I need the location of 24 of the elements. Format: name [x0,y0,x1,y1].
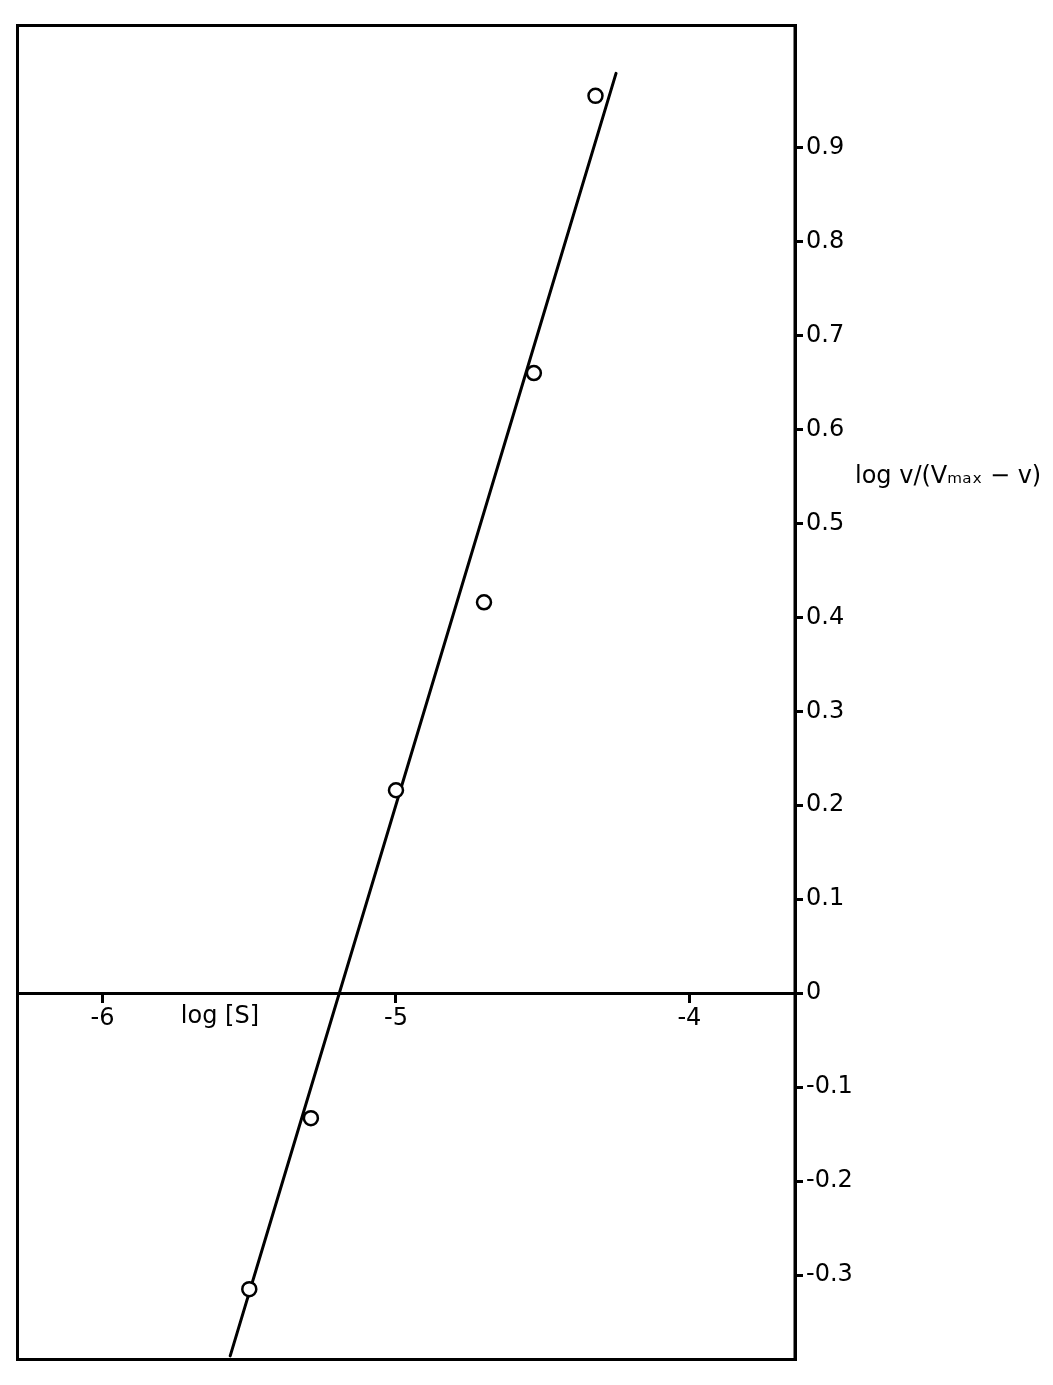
x-axis-title: log [S] [180,1001,260,1030]
y-tick-label: 0.8 [806,225,845,254]
y-tick-label: -0.1 [806,1071,853,1100]
y-tick-label: 0.5 [806,507,845,536]
point [302,1109,320,1127]
point [475,594,493,611]
point [241,1280,258,1298]
y-tick-label: -0.2 [806,1165,853,1194]
y-tick-label: 0.6 [806,413,845,442]
y-tick-label: 0.2 [806,789,845,818]
y-tick-label: -0.3 [806,1259,853,1288]
y-tick-label: 0.9 [806,131,845,160]
y-tick-label: 0.3 [806,695,845,724]
point [387,781,405,799]
y-tick-label: 0 [806,977,822,1006]
y-tick-label: 0.4 [806,601,845,630]
x-tick-label: -5 [384,1002,408,1031]
y-tick-label: 0.1 [806,883,845,912]
y-tick-label: 0.7 [806,319,845,348]
x-tick-label: -4 [677,1002,702,1031]
point [525,364,543,382]
point [587,87,604,105]
y-axis-title: log v/(Vₘₐₓ − v) [855,460,1042,489]
x-tick-label: -6 [90,1002,115,1031]
